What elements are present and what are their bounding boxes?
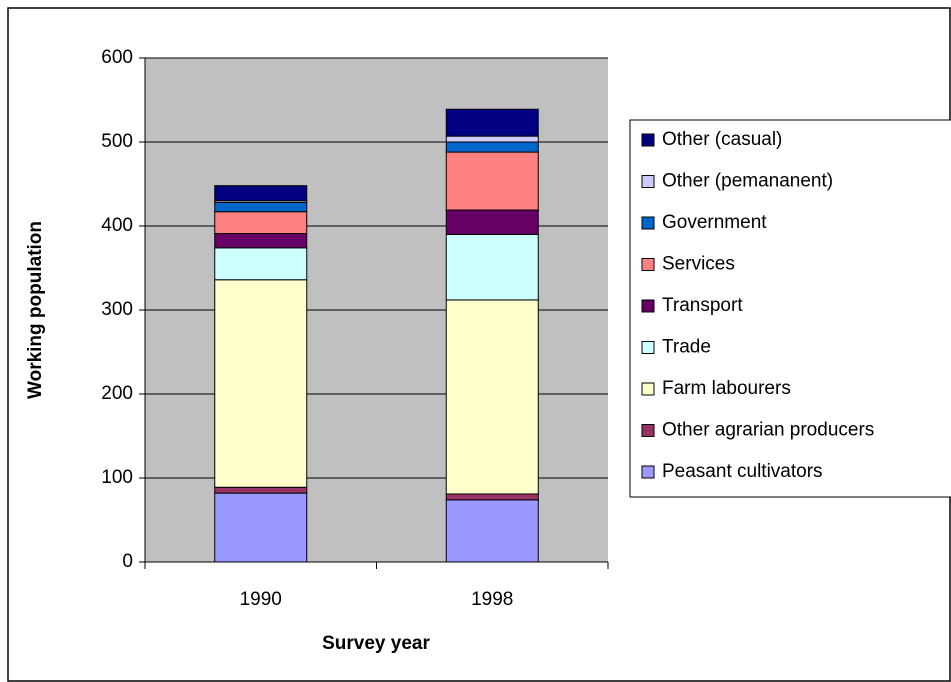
legend-swatch: [641, 341, 655, 354]
x-tick-label: 1998: [471, 589, 513, 610]
legend-swatch: [641, 216, 655, 230]
legend-label: Services: [662, 254, 735, 275]
bar-segment: [445, 233, 539, 301]
legend-label: Government: [662, 212, 767, 233]
y-tick-label: 100: [101, 467, 133, 488]
bar-segment: [445, 499, 539, 563]
bar-segment: [214, 233, 308, 249]
bar-segment: [214, 486, 308, 494]
bar-segment: [445, 209, 539, 235]
legend: [629, 119, 951, 498]
legend-label: Farm labourers: [662, 378, 791, 399]
bar-segment: [445, 135, 539, 143]
bar-segment: [214, 211, 308, 235]
legend-swatch: [641, 175, 655, 188]
y-tick-label: 400: [101, 215, 133, 236]
bar-segment: [214, 185, 308, 202]
legend-label: Other (casual): [662, 129, 782, 150]
bar-segment: [214, 279, 308, 488]
legend-label: Other (pemananent): [662, 171, 833, 192]
y-tick-label: 0: [122, 551, 133, 572]
legend-swatch: [641, 424, 655, 437]
bar-segment: [445, 108, 539, 137]
bar-segment: [445, 141, 539, 153]
legend-label: Transport: [662, 295, 743, 316]
legend-swatch: [641, 133, 655, 147]
y-tick-label: 300: [101, 299, 133, 320]
x-axis-title: Survey year: [322, 633, 430, 654]
y-axis-title: Working population: [25, 221, 46, 399]
legend-swatch: [641, 299, 655, 313]
bar-segment: [445, 493, 539, 501]
bar-segment: [445, 151, 539, 211]
x-tick-label: 1990: [240, 589, 282, 610]
legend-label: Other agrarian producers: [662, 420, 874, 441]
bar-segment: [214, 492, 308, 563]
bar-segment: [214, 201, 308, 213]
legend-swatch: [641, 465, 655, 479]
legend-swatch: [641, 382, 655, 396]
y-tick-label: 500: [101, 131, 133, 152]
bar-segment: [214, 247, 308, 281]
legend-label: Peasant cultivators: [662, 461, 823, 482]
legend-swatch: [641, 258, 655, 271]
legend-label: Trade: [662, 337, 711, 358]
y-tick-label: 600: [101, 47, 133, 68]
y-tick-label: 200: [101, 383, 133, 404]
bar-segment: [445, 299, 539, 495]
